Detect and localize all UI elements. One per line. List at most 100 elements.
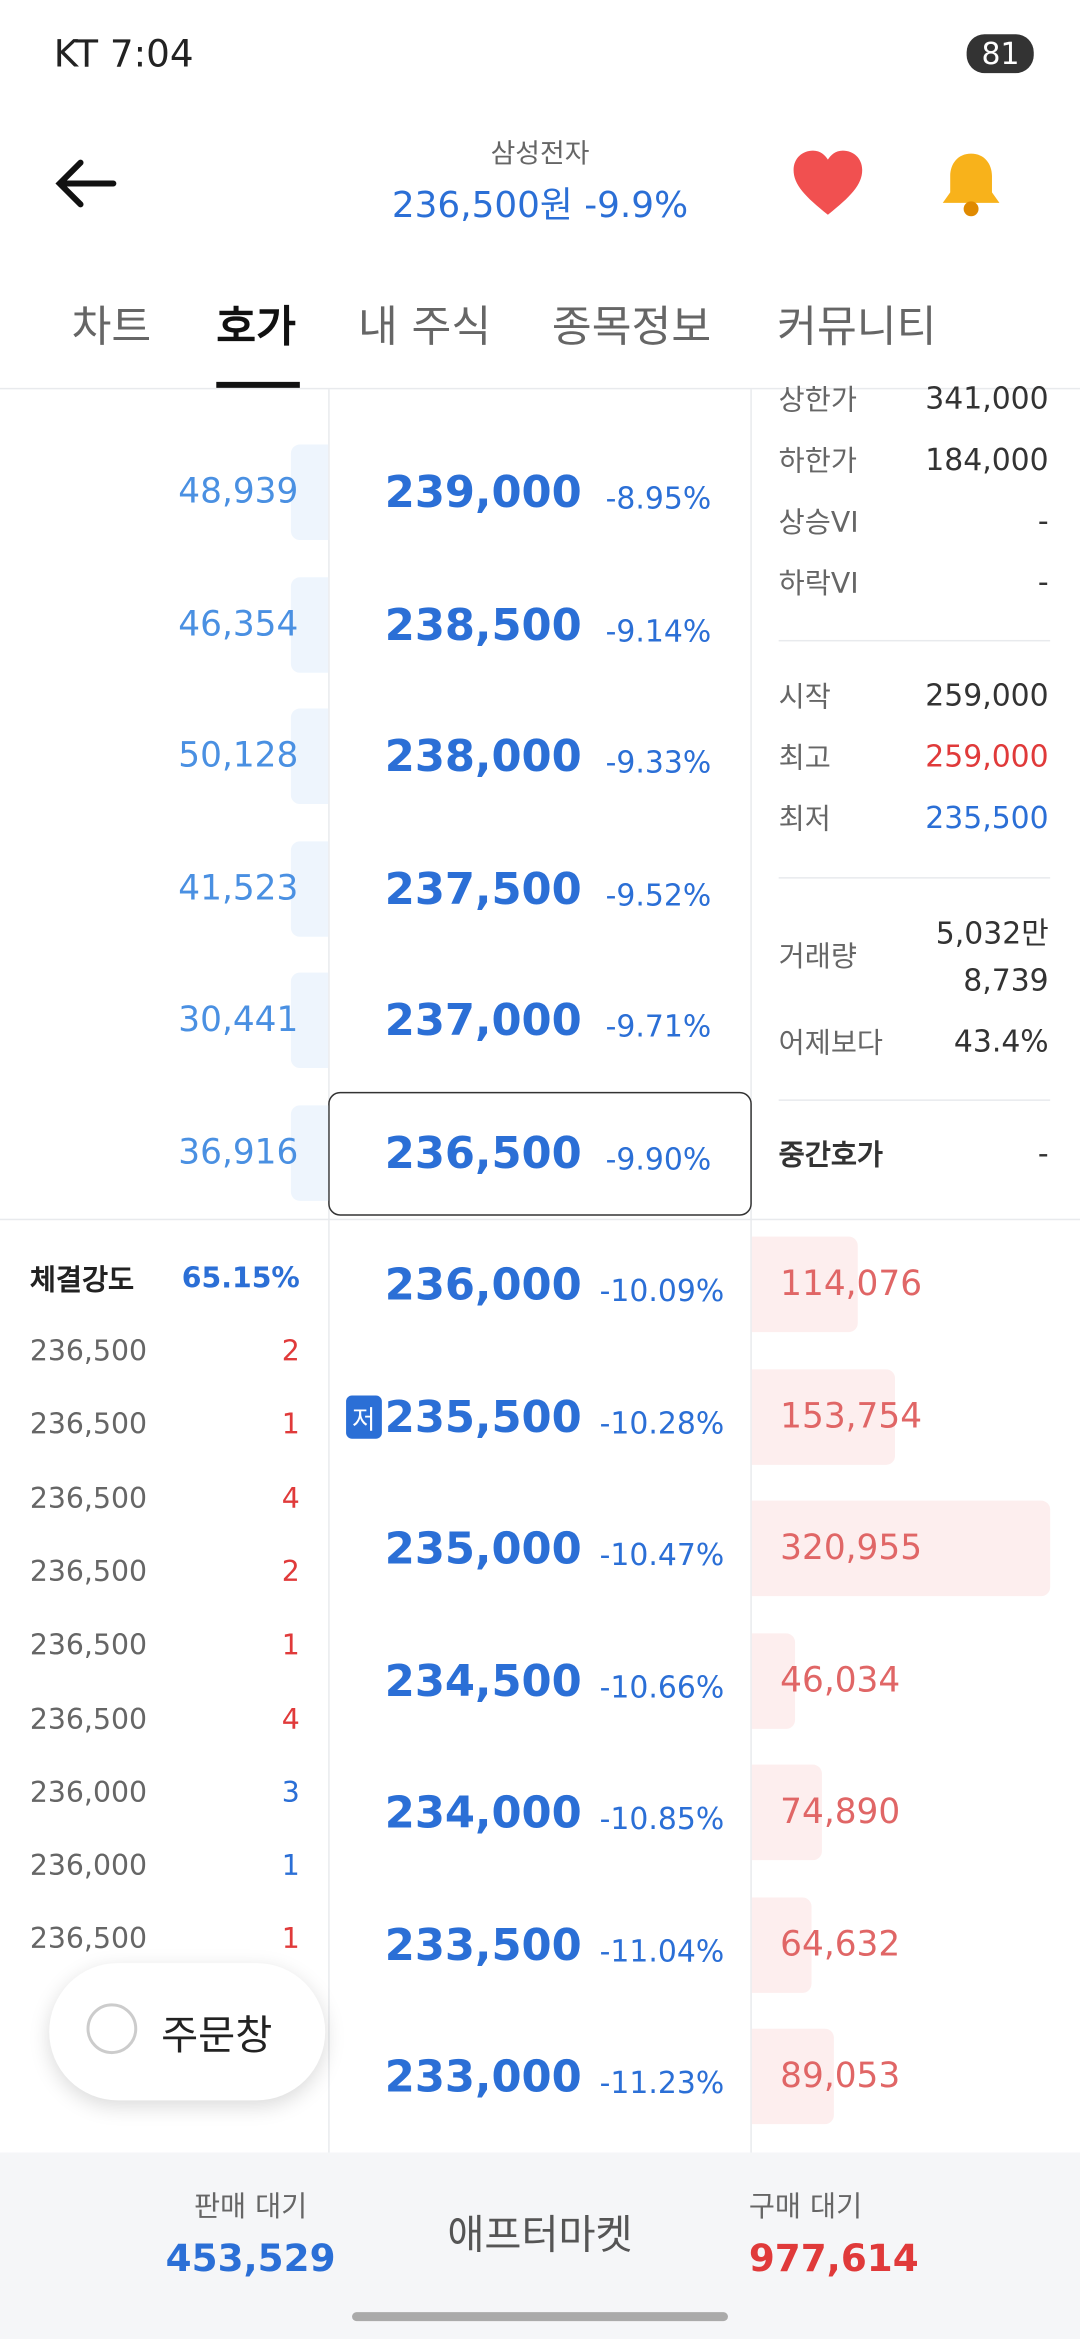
footer-value: 453,529 [165,2236,336,2281]
bid-volume: 153,754 [780,1397,923,1437]
trade-qty: 1 [281,1849,300,1883]
bid-volume-bg [751,1236,858,1333]
trade-price: 236,500 [29,1629,148,1663]
ask-volume-bg [290,841,329,937]
battery: 81 [966,34,1035,74]
divider [778,877,1051,879]
tab-underline [216,381,300,388]
info-value: 259,000 [925,677,1049,714]
ask-change: -9.14% [605,613,712,649]
info-label: 최저 [778,803,831,837]
bid-volume-bg [751,2028,835,2125]
trade-qty: 3 [281,1776,300,1810]
home-indicator [352,2312,728,2322]
trade-price: 236,500 [29,1408,148,1442]
bid-price: 235,000 [384,1523,582,1574]
info-label: 거래량 [778,940,857,974]
info-value: - [1037,502,1049,539]
ask-change: -9.71% [605,1008,712,1045]
trade-price: 236,000 [29,1849,148,1883]
ask-price: 237,500 [384,863,582,915]
ask-volume-bg [290,577,329,673]
trade-qty: 1 [281,1408,300,1442]
divider [0,387,1080,390]
ask-change: -9.33% [605,744,712,781]
trade-price: 236,500 [29,1702,148,1736]
favorite-button[interactable] [791,149,866,218]
bid-volume: 46,034 [780,1661,901,1701]
stock-name: 삼성전자 [490,138,590,171]
ask-change: -8.95% [605,480,712,517]
ask-volume: 30,441 [178,1000,299,1040]
info-label: 하락VI [778,567,859,601]
info-value: 5,032만 [935,915,1049,951]
status-text: KT 7:04 [53,32,194,76]
trade-price: 236,500 [29,1482,148,1515]
ask-price: 236,500 [384,1127,582,1179]
ask-volume-bg [290,708,329,805]
bid-change: -10.28% [599,1405,725,1441]
bid-change: -10.66% [599,1669,725,1706]
trade-price: 236,000 [29,1776,148,1810]
tab[interactable]: 차트 [71,301,152,353]
tab[interactable]: 커뮤니티 [777,301,937,353]
info-value: - [1037,1135,1049,1171]
tab[interactable]: 내 주식 [358,301,492,353]
stock-price: 236,500원 -9.9% [391,184,689,226]
ask-change: -9.90% [605,1141,712,1177]
low-badge: 저 [346,1395,382,1439]
order-check[interactable] [86,2003,138,2055]
trade-qty: 1 [281,1923,300,1957]
info-label: 중간호가 [778,1138,883,1172]
ask-volume: 48,939 [178,472,299,512]
bid-change: -11.23% [599,2064,725,2101]
info-label: 최고 [778,742,831,775]
info-value: - [1037,563,1049,600]
tab[interactable]: 종목정보 [551,301,712,353]
ask-volume-bg [290,1105,329,1201]
bid-volume-bg [751,1633,795,1729]
info-value: 184,000 [925,441,1049,478]
info-value: 43.4% [953,1023,1049,1060]
info-value: 259,000 [925,738,1049,775]
bid-volume: 64,632 [780,1925,901,1965]
divider [750,389,752,2153]
trade-qty: 2 [281,1555,300,1589]
divider [778,1099,1051,1101]
trade-price: 236,500 [29,1335,148,1368]
ask-price: 238,000 [384,730,582,782]
info-value: 341,000 [925,380,1049,417]
strength-value: 65.15% [181,1261,300,1295]
tab[interactable]: 호가 [216,301,296,353]
trade-qty: 4 [281,1702,300,1736]
bid-price: 234,000 [384,1787,582,1838]
footer-market: 애프터마켓 [447,2212,633,2260]
bid-change: -11.04% [599,1933,725,1970]
ask-volume: 36,916 [178,1133,299,1173]
info-label: 상한가 [778,384,857,417]
ask-price: 237,000 [384,994,582,1046]
trade-price: 236,500 [29,1923,148,1957]
divider [778,639,1051,642]
divider [328,389,330,2153]
alert-button[interactable] [937,149,1006,218]
ask-change: -9.52% [605,877,712,913]
footer-label: 구매 대기 [748,2190,863,2224]
trade-qty: 4 [281,1482,300,1515]
trade-price: 236,500 [29,1555,148,1589]
order-label[interactable]: 주문창 [161,2013,273,2060]
bid-volume: 74,890 [780,1793,901,1832]
footer-label: 판매 대기 [193,2190,308,2224]
bid-volume-bg [751,1369,895,1465]
footer [0,2152,1080,2339]
info-label: 하한가 [778,445,857,479]
ask-volume-bg [290,444,329,540]
trade-qty: 1 [281,1629,300,1663]
bid-volume-bg [751,1500,1051,1597]
back-button[interactable] [54,157,120,211]
trade-qty: 2 [281,1335,300,1368]
bid-price: 236,000 [384,1258,582,1310]
bid-price: 233,000 [384,2051,582,2102]
